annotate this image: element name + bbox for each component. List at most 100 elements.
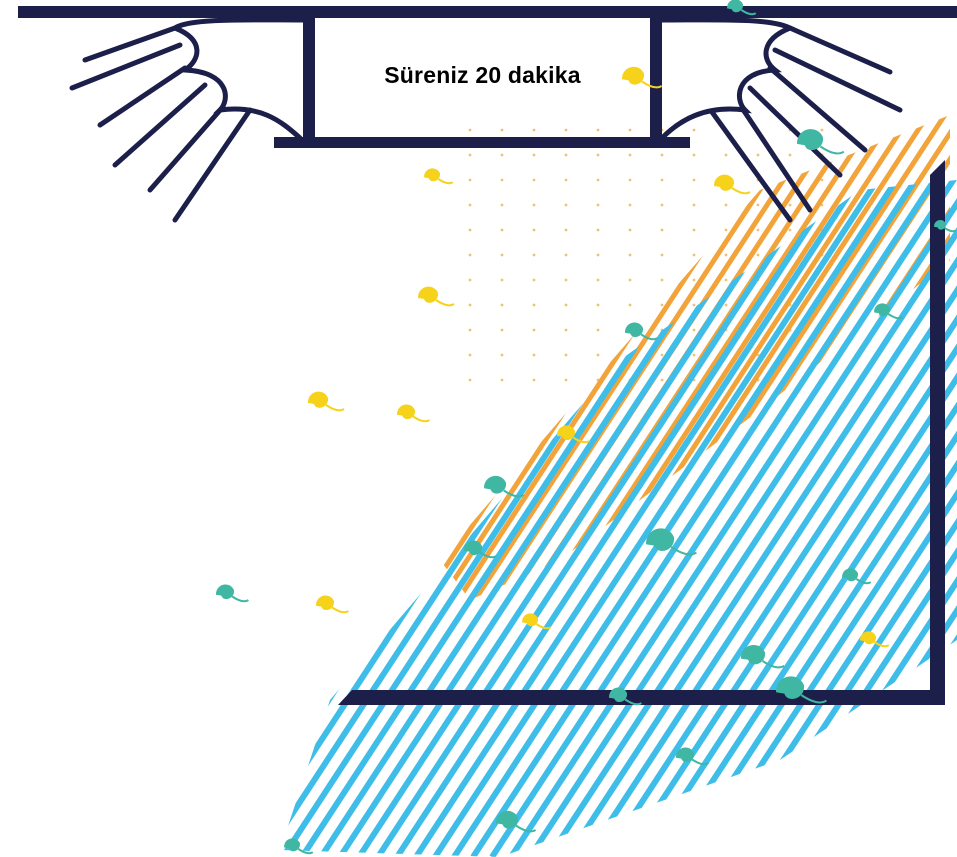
teal-splash-tail [503,489,525,498]
yellow-splash [557,425,576,441]
grid-dot [532,253,536,257]
grid-dot [564,278,568,282]
teal-splash [625,322,644,338]
teal-splash [874,303,891,317]
teal-splash [646,528,675,551]
grid-dot [692,328,696,332]
grid-dot [660,378,664,382]
teal-splash-tail [855,578,872,585]
grid-dot [532,378,536,382]
stripe [717,180,957,857]
stripe [584,180,957,857]
grid-dot [692,303,696,307]
grid-dot [500,378,504,382]
grid-dot [692,128,696,132]
grid-dot [788,228,792,232]
grid-dot [564,228,568,232]
grid-dot [468,328,472,332]
teal-splash [609,687,628,703]
grid-dot [500,353,504,357]
teal-splash-tail [297,848,314,855]
grid-dot [468,378,472,382]
grid-dot [660,228,664,232]
teal-splash-tail [800,694,827,704]
grid-dot [596,353,600,357]
stripe [318,180,884,857]
grid-dot [532,303,536,307]
grid-dot [660,178,664,182]
grid-dot [596,153,600,157]
stripe [413,180,957,857]
teal-splash-tail [640,333,658,341]
grid-dot [788,203,792,207]
grid-dot [692,153,696,157]
grid-dot [788,153,792,157]
stripe [679,180,957,857]
stripe [489,180,957,857]
grid-dot [500,328,504,332]
grid-dot [532,328,536,332]
grid-dot [564,203,568,207]
grid-dot [500,303,504,307]
grid-dot [628,153,632,157]
yellow-splash-tail [325,404,345,412]
grid-dot [532,203,536,207]
grid-dot [468,353,472,357]
stripe [337,180,903,857]
yellow-splash [714,174,735,191]
grid-dot [628,278,632,282]
grid-dot [692,353,696,357]
grid-dot [724,228,728,232]
grid-dot [500,228,504,232]
stripe [546,180,957,857]
grid-dot [564,303,568,307]
grid-dot [660,153,664,157]
grid-dot [532,353,536,357]
teal-splash [464,540,483,556]
grid-dot [596,253,600,257]
grid-dot [468,178,472,182]
grid-dot [660,303,664,307]
grid-dot [628,203,632,207]
stripe [698,180,957,857]
grid-dot [628,228,632,232]
teal-splash-tail [944,227,957,233]
grid-dot [500,278,504,282]
grid-dot [500,128,504,132]
grid-dot [468,203,472,207]
yellow-splash-tail [435,299,455,307]
grid-dot [468,228,472,232]
banner-title: Süreniz 20 dakika [384,61,581,88]
yellow-splash [860,631,877,645]
grid-dot [468,153,472,157]
yellow-splash-tail [873,641,890,648]
grid-dot [500,153,504,157]
grid-dot [564,153,568,157]
teal-splash [284,838,301,852]
grid-dot [596,203,600,207]
grid-dot [660,203,664,207]
grid-dot [596,303,600,307]
stripe [470,180,957,857]
stripe [440,115,950,600]
teal-splash-tail [740,9,757,16]
grid-dot [564,178,568,182]
grid-dot [596,128,600,132]
yellow-splash [316,595,335,611]
grid-dot [628,178,632,182]
stripe [451,180,957,857]
grid-dot [596,228,600,232]
grid-dot [468,253,472,257]
grid-dot [628,253,632,257]
yellow-splash [622,66,645,85]
stripe [527,180,957,857]
grid-dot [532,228,536,232]
grid-dot [820,128,824,132]
grid-dot [564,353,568,357]
stripe [622,180,957,857]
teal-splash-tail [819,145,845,155]
teal-splash [776,676,805,699]
blue-stripes [280,180,957,857]
